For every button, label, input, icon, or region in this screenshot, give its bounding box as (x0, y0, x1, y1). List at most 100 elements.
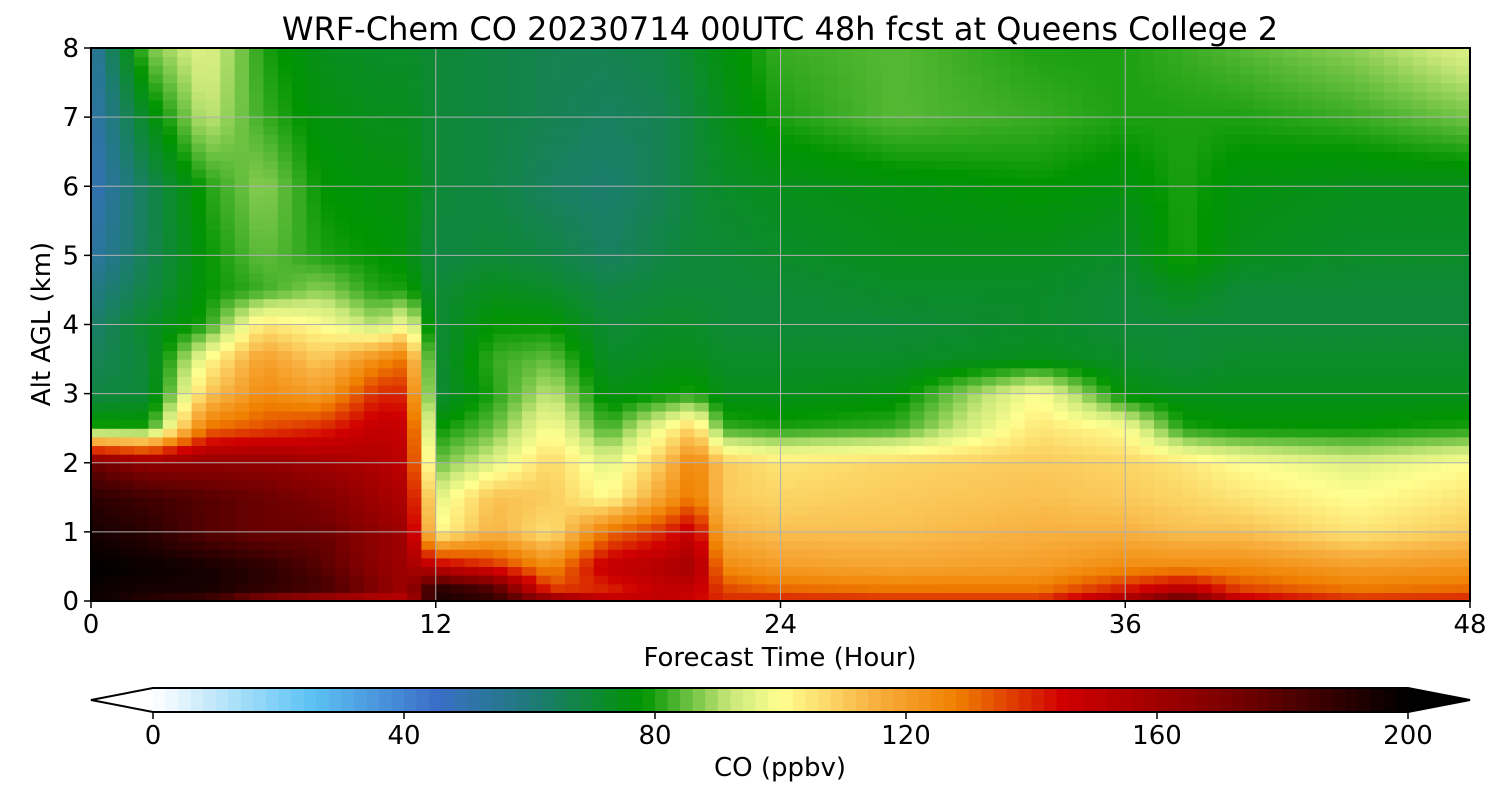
heatmap-cell (952, 462, 968, 472)
heatmap-cell (651, 514, 667, 524)
heatmap-cell (450, 238, 466, 248)
heatmap-cell (220, 160, 236, 170)
heatmap-cell (1110, 557, 1126, 568)
heatmap-cell (636, 212, 652, 222)
heatmap-cell (234, 220, 250, 231)
heatmap-cell (292, 557, 308, 568)
heatmap-cell (277, 315, 293, 326)
heatmap-cell (1297, 307, 1313, 317)
heatmap-cell (1254, 186, 1270, 196)
heatmap-cell (1340, 229, 1356, 239)
heatmap-cell (292, 575, 308, 585)
heatmap-cell (1240, 359, 1256, 369)
heatmap-cell (550, 531, 566, 542)
heatmap-cell (981, 454, 997, 464)
heatmap-cell (909, 359, 925, 369)
heatmap-cell (1067, 410, 1083, 421)
heatmap-cell (1110, 592, 1126, 601)
heatmap-cell (392, 575, 408, 585)
heatmap-cell (837, 324, 853, 334)
heatmap-cell (1153, 384, 1169, 395)
heatmap-cell (1412, 350, 1428, 360)
heatmap-cell (177, 264, 193, 274)
heatmap-cell (1039, 480, 1055, 490)
heatmap-cell (1369, 272, 1385, 282)
heatmap-cell (1024, 307, 1040, 317)
heatmap-cell (924, 540, 940, 550)
heatmap-cell (177, 445, 193, 455)
heatmap-cell (550, 350, 566, 360)
heatmap-cell (1139, 359, 1155, 369)
heatmap-cell (1268, 264, 1284, 274)
heatmap-cell (751, 497, 767, 507)
heatmap-cell (895, 471, 911, 481)
heatmap-cell (550, 480, 566, 490)
heatmap-cell (1426, 186, 1442, 196)
heatmap-cell (1225, 488, 1241, 498)
heatmap-cell (1168, 289, 1184, 300)
heatmap-cell (493, 376, 509, 386)
heatmap-cell (737, 505, 753, 516)
heatmap-cell (1053, 324, 1069, 334)
heatmap-cell (392, 298, 408, 308)
heatmap-cell (349, 376, 365, 386)
heatmap-cell (1369, 523, 1385, 533)
heatmap-cell (363, 298, 379, 308)
heatmap-cell (924, 592, 940, 601)
heatmap-cell (521, 410, 537, 421)
heatmap-cell (751, 471, 767, 481)
heatmap-cell (1182, 289, 1198, 300)
heatmap-cell (1125, 272, 1141, 282)
heatmap-cell (809, 307, 825, 317)
heatmap-cell (895, 592, 911, 601)
heatmap-cell (723, 367, 738, 377)
heatmap-cell (1082, 428, 1098, 438)
heatmap-cell (521, 505, 537, 516)
heatmap-cell (852, 367, 868, 377)
heatmap-cell (1197, 289, 1213, 300)
heatmap-cell (651, 341, 667, 352)
heatmap-cell (622, 471, 638, 481)
heatmap-cell (1182, 540, 1198, 550)
heatmap-cell (952, 583, 968, 593)
heatmap-cell (134, 462, 150, 472)
heatmap-cell (306, 428, 322, 438)
heatmap-cell (220, 186, 236, 196)
heatmap-cell (320, 341, 336, 352)
heatmap-cell (565, 480, 580, 490)
heatmap-cell (205, 523, 221, 533)
heatmap-cell (1383, 410, 1399, 421)
heatmap-cell (421, 462, 437, 472)
heatmap-cell (1326, 186, 1342, 196)
heatmap-cell (952, 281, 968, 291)
heatmap-cell (995, 333, 1011, 343)
heatmap-cell (1067, 194, 1083, 205)
heatmap-cell (751, 220, 767, 231)
heatmap-cell (263, 540, 279, 550)
heatmap-cell (1268, 367, 1284, 377)
heatmap-cell (1355, 307, 1371, 317)
heatmap-cell (1211, 557, 1227, 568)
heatmap-cell (1039, 246, 1055, 256)
heatmap-cell (823, 428, 839, 438)
heatmap-cell (335, 471, 351, 481)
heatmap-cell (1125, 333, 1141, 343)
heatmap-cell (277, 289, 293, 300)
heatmap-cell (421, 445, 437, 455)
heatmap-cell (292, 480, 308, 490)
heatmap-cell (1383, 238, 1399, 248)
heatmap-cell (1024, 194, 1040, 205)
heatmap-cell (91, 575, 106, 585)
heatmap-cell (679, 350, 695, 360)
heatmap-cell (407, 488, 422, 498)
heatmap-cell (1067, 488, 1083, 498)
heatmap-cell (1110, 428, 1126, 438)
heatmap-cell (895, 523, 911, 533)
heatmap-cell (924, 384, 940, 395)
heatmap-cell (938, 428, 954, 438)
heatmap-cell (881, 566, 897, 576)
heatmap-cell (1297, 160, 1313, 170)
heatmap-cell (1383, 566, 1399, 576)
heatmap-cell (162, 246, 178, 256)
heatmap-cell (636, 307, 652, 317)
